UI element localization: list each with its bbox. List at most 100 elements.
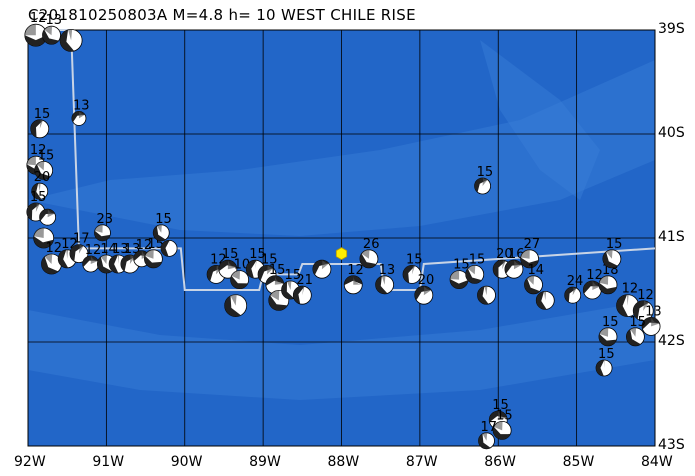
focal-mechanism-shade bbox=[643, 300, 649, 311]
focal-mechanism-shade bbox=[302, 286, 305, 296]
focal-mechanism-shade bbox=[513, 260, 522, 270]
focal-mechanism-shade bbox=[572, 287, 577, 296]
focal-mechanism-quadrant bbox=[465, 268, 482, 284]
depth-label: 13 bbox=[73, 98, 90, 113]
depth-label: 14 bbox=[528, 263, 545, 278]
focal-mechanism-shade bbox=[544, 291, 547, 301]
depth-label: 13 bbox=[645, 304, 662, 319]
focal-mechanism-shade bbox=[592, 281, 601, 290]
focal-mechanism-quadrant bbox=[41, 256, 59, 275]
depth-label: 12 bbox=[347, 263, 364, 278]
focal-mechanism-quadrant bbox=[207, 265, 223, 282]
focal-mechanism-quadrant bbox=[583, 281, 601, 294]
depth-label: 17 bbox=[480, 420, 497, 435]
focal-mechanism-quadrant bbox=[24, 35, 47, 47]
focal-mechanism-quadrant bbox=[633, 300, 649, 320]
depth-label: 15 bbox=[269, 263, 286, 278]
depth-label: 27 bbox=[524, 237, 541, 252]
focal-mechanism-quadrant bbox=[536, 291, 547, 310]
focal-mechanism-shade bbox=[255, 260, 257, 270]
focal-mechanism-quadrant bbox=[69, 244, 84, 262]
event-title: C201810250803A M=4.8 h= 10 WEST CHILE RI… bbox=[28, 6, 416, 24]
depth-label: 26 bbox=[363, 237, 380, 252]
focal-mechanism-quadrant bbox=[520, 257, 539, 268]
depth-label: 15 bbox=[222, 247, 239, 262]
focal-mechanism-quadrant bbox=[120, 255, 136, 272]
focal-mechanism-shade bbox=[651, 317, 660, 327]
focal-mechanism-quadrant bbox=[489, 411, 507, 423]
lon-label: 86W bbox=[484, 454, 516, 470]
focal-mechanism-quadrant bbox=[268, 295, 288, 311]
focal-mechanism-shade bbox=[169, 240, 170, 249]
focal-mechanism-quadrant bbox=[144, 255, 162, 268]
depth-label: 20 bbox=[418, 273, 435, 288]
focal-mechanism-shade bbox=[267, 265, 274, 275]
focal-mechanism-shade bbox=[604, 359, 605, 368]
focal-mechanism-shade bbox=[482, 178, 488, 186]
depth-label: 15 bbox=[469, 252, 486, 267]
focal-mechanism-quadrant bbox=[474, 178, 488, 193]
focal-mechanism-shade bbox=[482, 432, 488, 441]
focal-mechanism-shade bbox=[100, 254, 108, 264]
focal-mechanism-quadrant bbox=[109, 255, 119, 273]
focal-mechanism-quadrant bbox=[477, 286, 489, 305]
focal-mechanism-quadrant bbox=[82, 255, 99, 267]
depth-label: 12 bbox=[622, 282, 639, 297]
depth-label: 15 bbox=[496, 408, 513, 423]
focal-mechanism-shade bbox=[520, 249, 530, 259]
depth-label: 15 bbox=[492, 398, 509, 413]
focal-mechanism-quadrant bbox=[58, 249, 69, 268]
focal-mechanism-shade bbox=[287, 280, 292, 290]
depth-label: 15 bbox=[602, 315, 619, 330]
focal-mechanism-shade bbox=[33, 227, 44, 238]
focal-mechanism-quadrant bbox=[97, 256, 112, 273]
depth-label: 15 bbox=[155, 212, 172, 227]
depth-label: 12 bbox=[637, 288, 654, 303]
focal-mechanism-shade bbox=[353, 275, 363, 285]
focal-mechanism-shade bbox=[44, 253, 53, 264]
lon-label: 85W bbox=[562, 454, 595, 470]
focal-mechanism-quadrant bbox=[598, 334, 617, 346]
focal-mechanism-shade bbox=[39, 119, 43, 129]
focal-mechanism-quadrant bbox=[403, 265, 415, 283]
depth-label: 17 bbox=[73, 232, 90, 247]
focal-mechanism-shade bbox=[493, 421, 503, 431]
bathymetry-shade-2 bbox=[480, 40, 600, 200]
focal-mechanism-shade bbox=[90, 256, 99, 264]
focal-mechanism-quadrant bbox=[133, 250, 150, 262]
depth-label: 15 bbox=[285, 268, 302, 283]
focal-mechanism-quadrant bbox=[42, 29, 59, 45]
lon-label: 84W bbox=[641, 454, 673, 470]
focal-mechanism-quadrant bbox=[344, 275, 363, 286]
focal-mechanism-quadrant bbox=[493, 260, 506, 278]
focal-mechanism-quadrant bbox=[450, 279, 469, 289]
focal-mechanism-quadrant bbox=[564, 287, 577, 303]
depth-label: 24 bbox=[567, 274, 584, 289]
focal-mechanism-shade bbox=[35, 203, 40, 212]
lon-label: 89W bbox=[249, 454, 281, 470]
depth-label: 13 bbox=[379, 263, 396, 278]
depth-label: 21 bbox=[296, 273, 313, 288]
lon-label: 92W bbox=[14, 454, 46, 470]
focal-mechanism-shade bbox=[231, 270, 240, 280]
focal-mechanism-quadrant bbox=[94, 230, 111, 241]
focal-mechanism-quadrant bbox=[218, 260, 237, 272]
focal-mechanism-shade bbox=[47, 209, 55, 218]
focal-mechanism-shade bbox=[270, 290, 280, 301]
depth-label: 14 bbox=[100, 242, 117, 257]
focal-mechanism-shade bbox=[68, 29, 73, 41]
focal-mechanism-shade bbox=[527, 275, 535, 285]
lat-label: 40S bbox=[658, 125, 685, 141]
focal-mechanism-shade bbox=[599, 275, 609, 285]
focal-mechanism-shade bbox=[26, 156, 36, 166]
depth-label: 20 bbox=[496, 247, 513, 262]
focal-mechanism-shade bbox=[144, 249, 154, 259]
focal-mechanism-shade bbox=[94, 224, 103, 233]
depth-label: 15 bbox=[453, 258, 470, 273]
depth-label: 12 bbox=[136, 238, 153, 253]
focal-mechanism-shade bbox=[626, 294, 629, 306]
epicenter-marker bbox=[335, 247, 348, 261]
focal-mechanism-quadrant bbox=[478, 433, 491, 449]
focal-mechanism-quadrant bbox=[281, 281, 295, 299]
